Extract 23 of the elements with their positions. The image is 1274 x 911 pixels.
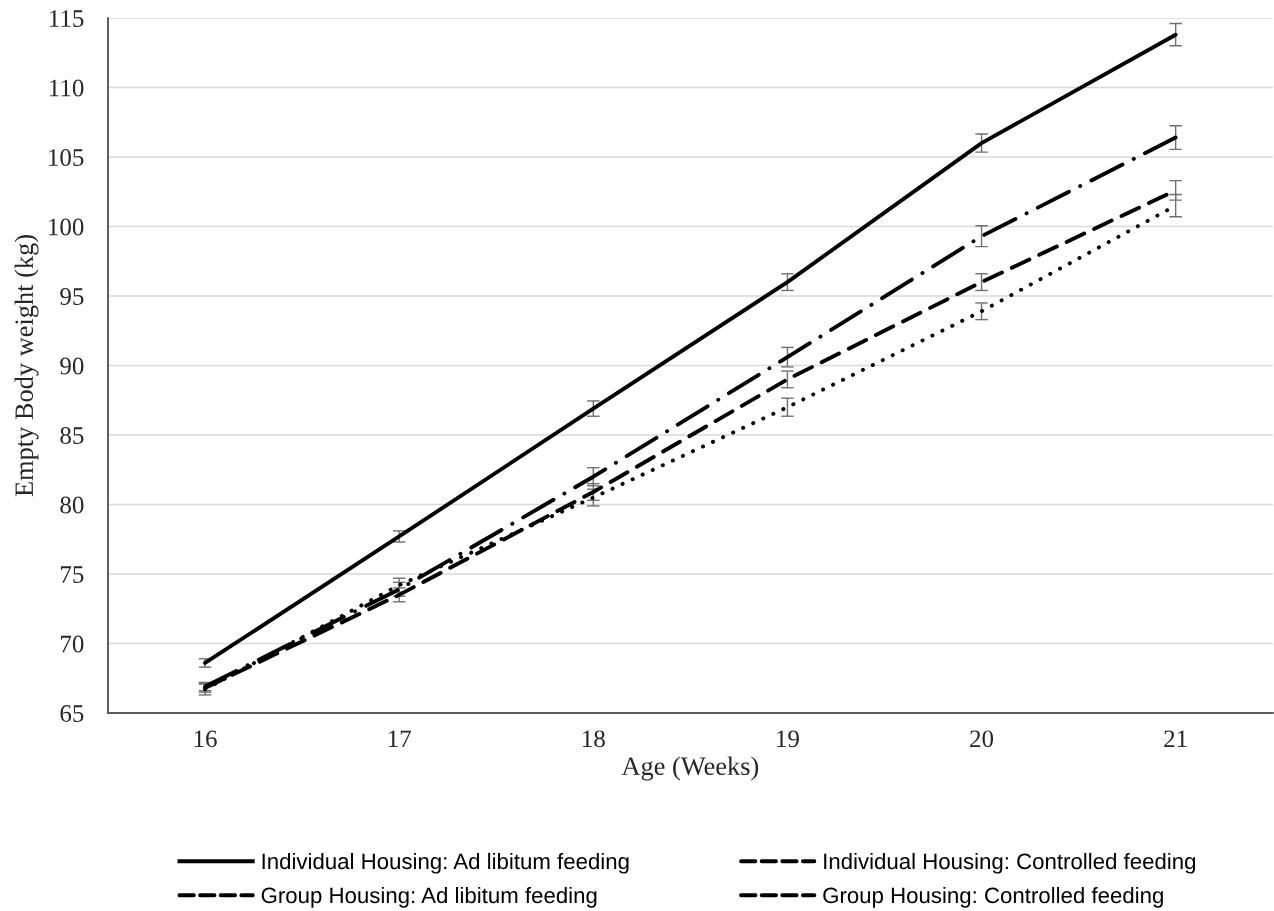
y-tick-label: 100 xyxy=(49,218,84,236)
y-axis-title: Empty Body weight (kg) xyxy=(14,235,39,497)
y-tick-label: 65 xyxy=(60,705,84,722)
x-axis-title: Age (Weeks) xyxy=(621,756,759,781)
y-tick-label: 80 xyxy=(60,496,84,514)
y-tick-label: 85 xyxy=(60,427,84,444)
y-tick-label: 105 xyxy=(49,149,84,166)
y-tick-label: 110 xyxy=(50,79,84,97)
y-tick-label: 90 xyxy=(60,357,84,375)
x-tick-label: 19 xyxy=(777,730,799,748)
x-tick-label: 18 xyxy=(583,730,605,748)
x-tick-label: 17 xyxy=(388,730,411,748)
legend-label: Group Housing: Controlled feeding xyxy=(823,886,1163,908)
x-tick-label: 16 xyxy=(194,730,217,748)
y-tick-label: 75 xyxy=(61,566,84,583)
x-tick-label: 20 xyxy=(970,730,994,748)
legend-label: Individual Housing: Ad libitum feeding xyxy=(262,852,629,874)
legend-label: Individual Housing: Controlled feeding xyxy=(824,852,1196,874)
y-tick-label: 115 xyxy=(50,10,84,27)
y-tick-label: 95 xyxy=(60,288,84,305)
legend-label: Group Housing: Ad libitum feeding xyxy=(261,886,597,908)
y-tick-label: 70 xyxy=(61,635,84,653)
x-tick-label: 21 xyxy=(1164,730,1187,748)
